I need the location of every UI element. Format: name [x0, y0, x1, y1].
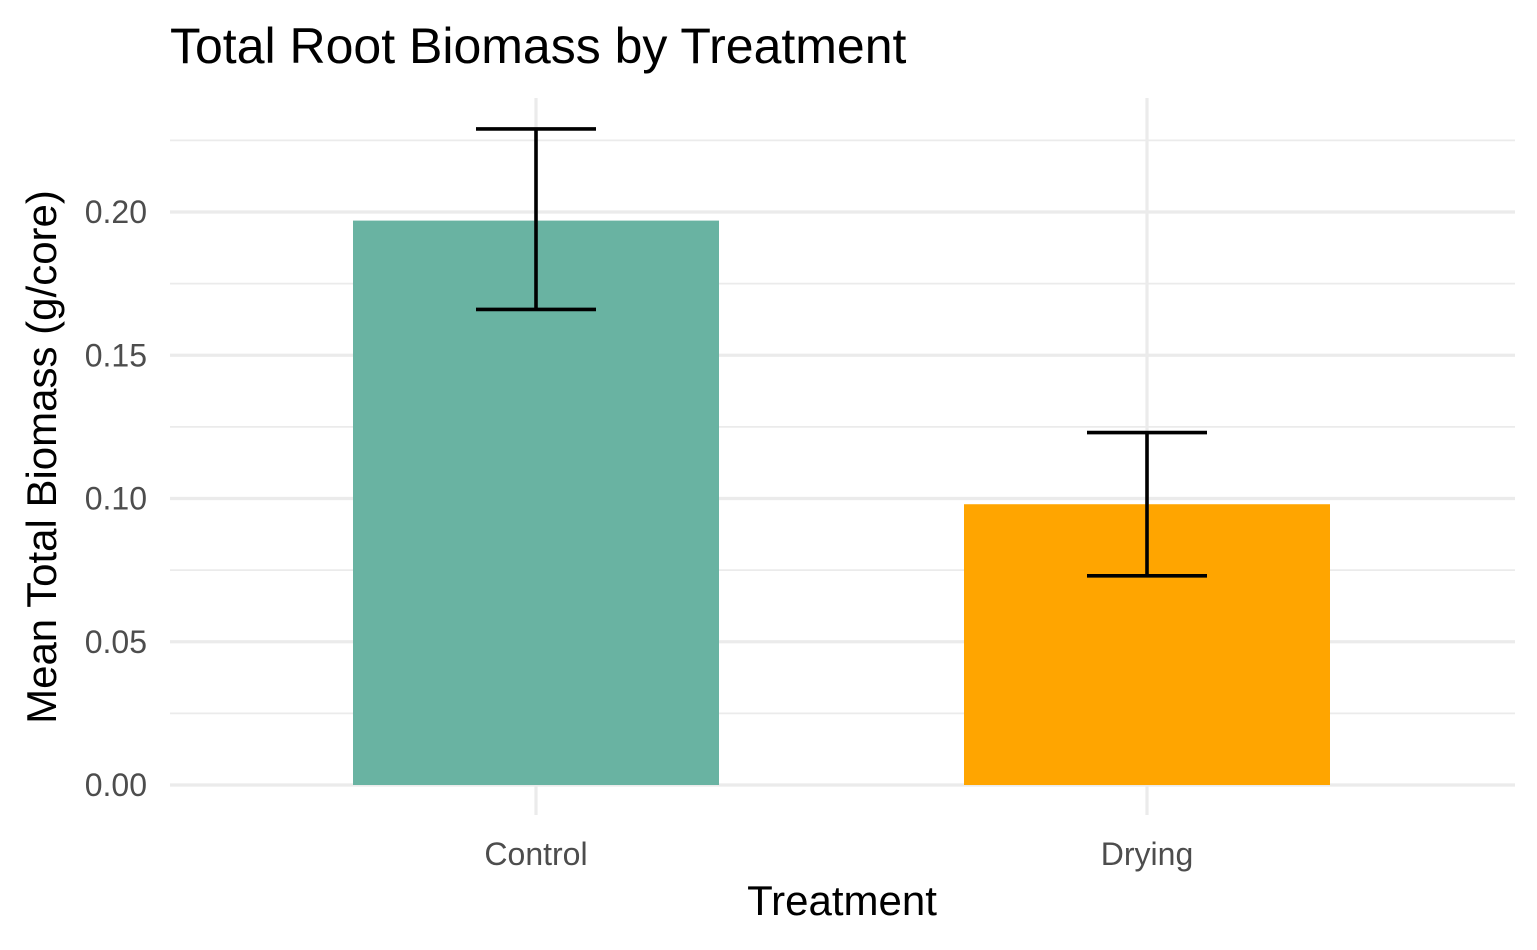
x-tick-label-control: Control: [484, 836, 587, 872]
chart-title: Total Root Biomass by Treatment: [170, 18, 907, 74]
error-bar-drying: [1087, 430, 1207, 578]
y-tick-label: 0.15: [85, 337, 147, 373]
y-axis-title: Mean Total Biomass (g/core): [18, 190, 65, 724]
bar-control: [353, 220, 719, 786]
x-axis-title: Treatment: [747, 877, 937, 924]
x-axis-ticks: Control Drying: [484, 836, 1193, 872]
error-bar-control: [476, 127, 596, 312]
y-tick-label: 0.10: [85, 481, 147, 517]
error-bars: [476, 127, 1207, 578]
y-tick-label: 0.20: [85, 194, 147, 230]
bars: [353, 220, 1330, 786]
x-tick-label-drying: Drying: [1101, 836, 1193, 872]
y-tick-label: 0.00: [85, 767, 147, 803]
y-axis-ticks: 0.00 0.05 0.10 0.15 0.20: [85, 194, 147, 803]
y-tick-label: 0.05: [85, 624, 147, 660]
